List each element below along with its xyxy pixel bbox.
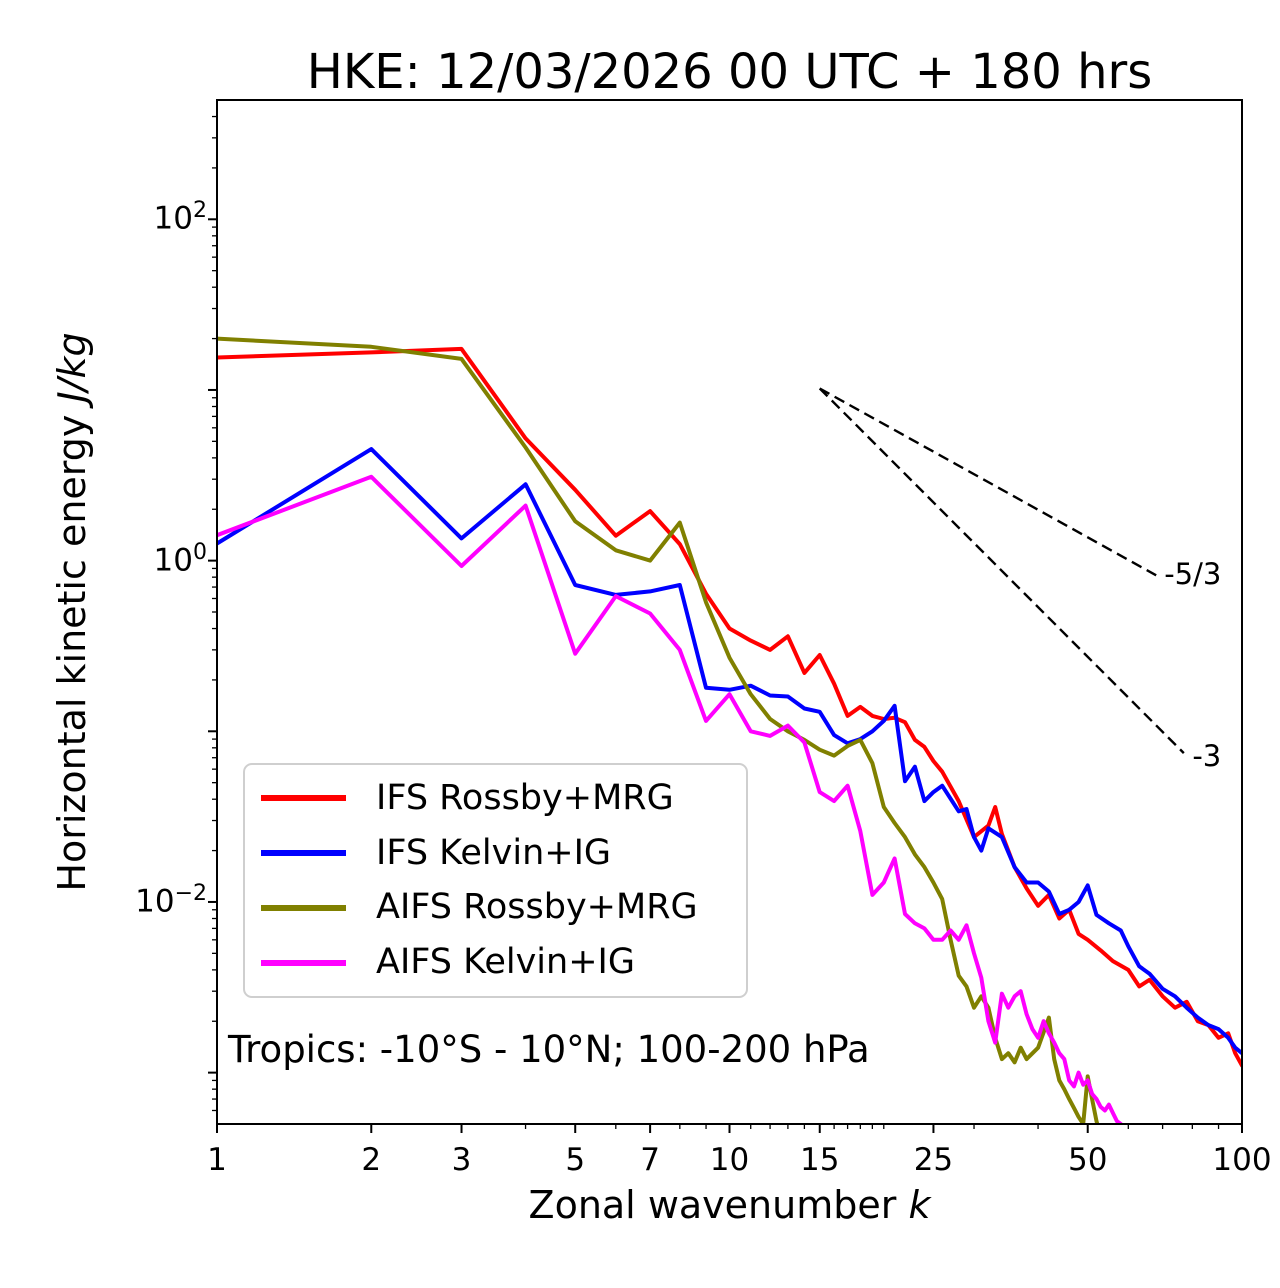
x-tick-label-2: 2 (361, 1142, 382, 1178)
legend-label: IFS Rossby+MRG (376, 777, 674, 818)
x-tick-label-15: 15 (800, 1142, 840, 1178)
legend-item: IFS Kelvin+IG (261, 832, 746, 873)
series-line-ifs-kelvin-ig (217, 447, 1242, 1056)
legend-swatch-aifs-rossby-mrg (261, 904, 346, 911)
x-axis-label-math: k (908, 1183, 931, 1227)
x-tick-label-1: 1 (207, 1142, 227, 1178)
x-axis-label-text: Zonal wavenumber (528, 1183, 909, 1227)
legend-item: IFS Rossby+MRG (261, 777, 746, 818)
x-axis-label: Zonal wavenumber k (217, 1183, 1242, 1227)
reference-slope-line--3 (818, 387, 1185, 754)
reference-slope-line--5/3 (819, 387, 1157, 577)
legend: IFS Rossby+MRG IFS Kelvin+IG AIFS Rossby… (243, 763, 748, 998)
x-tick-label-3: 3 (451, 1142, 472, 1178)
series-group (217, 336, 1242, 1124)
plot-border (216, 99, 1243, 1125)
y-axis-label: Horizontal kinetic energy J/kg (50, 332, 94, 891)
page-title: HKE: 12/03/2026 00 UTC + 180 hrs (306, 44, 1153, 100)
series-line-aifs-kelvin-ig (217, 474, 1124, 1124)
legend-swatch-ifs-kelvin-ig (261, 850, 346, 857)
x-tick-label-5: 5 (565, 1142, 586, 1178)
series-line-aifs-rossby-mrg (217, 336, 1100, 1124)
legend-label: AIFS Kelvin+IG (376, 942, 635, 983)
x-tick-label-25: 25 (913, 1142, 954, 1178)
legend-swatch-aifs-kelvin-ig (261, 959, 346, 966)
x-tick-label-7: 7 (640, 1142, 660, 1178)
y-axis-label-math: J/kg (50, 332, 94, 403)
x-tick-label-50: 50 (1067, 1142, 1108, 1178)
x-tick-label-10: 10 (709, 1142, 750, 1178)
series-line-ifs-rossby-mrg (217, 346, 1242, 1068)
legend-label: IFS Kelvin+IG (376, 832, 612, 873)
y-tick-label-10e2: 102 (153, 198, 207, 237)
legend-item: AIFS Rossby+MRG (261, 890, 746, 925)
x-tick-label-100: 100 (1212, 1142, 1272, 1178)
legend-swatch-ifs-rossby-mrg (261, 795, 346, 802)
reference-slope-label--5/3: -5/3 (1164, 557, 1222, 592)
region-annotation: Tropics: -10°S - 10°N; 100-200 hPa (228, 1028, 870, 1071)
y-tick-label-10e−2: 10−2 (135, 880, 207, 920)
y-tick-label-10e0: 100 (153, 539, 207, 578)
legend-item: AIFS Kelvin+IG (261, 945, 746, 980)
reference-slope-label--3: -3 (1192, 739, 1222, 774)
legend-label: AIFS Rossby+MRG (376, 887, 698, 928)
y-axis-label-text: Horizontal kinetic energy (50, 402, 94, 892)
